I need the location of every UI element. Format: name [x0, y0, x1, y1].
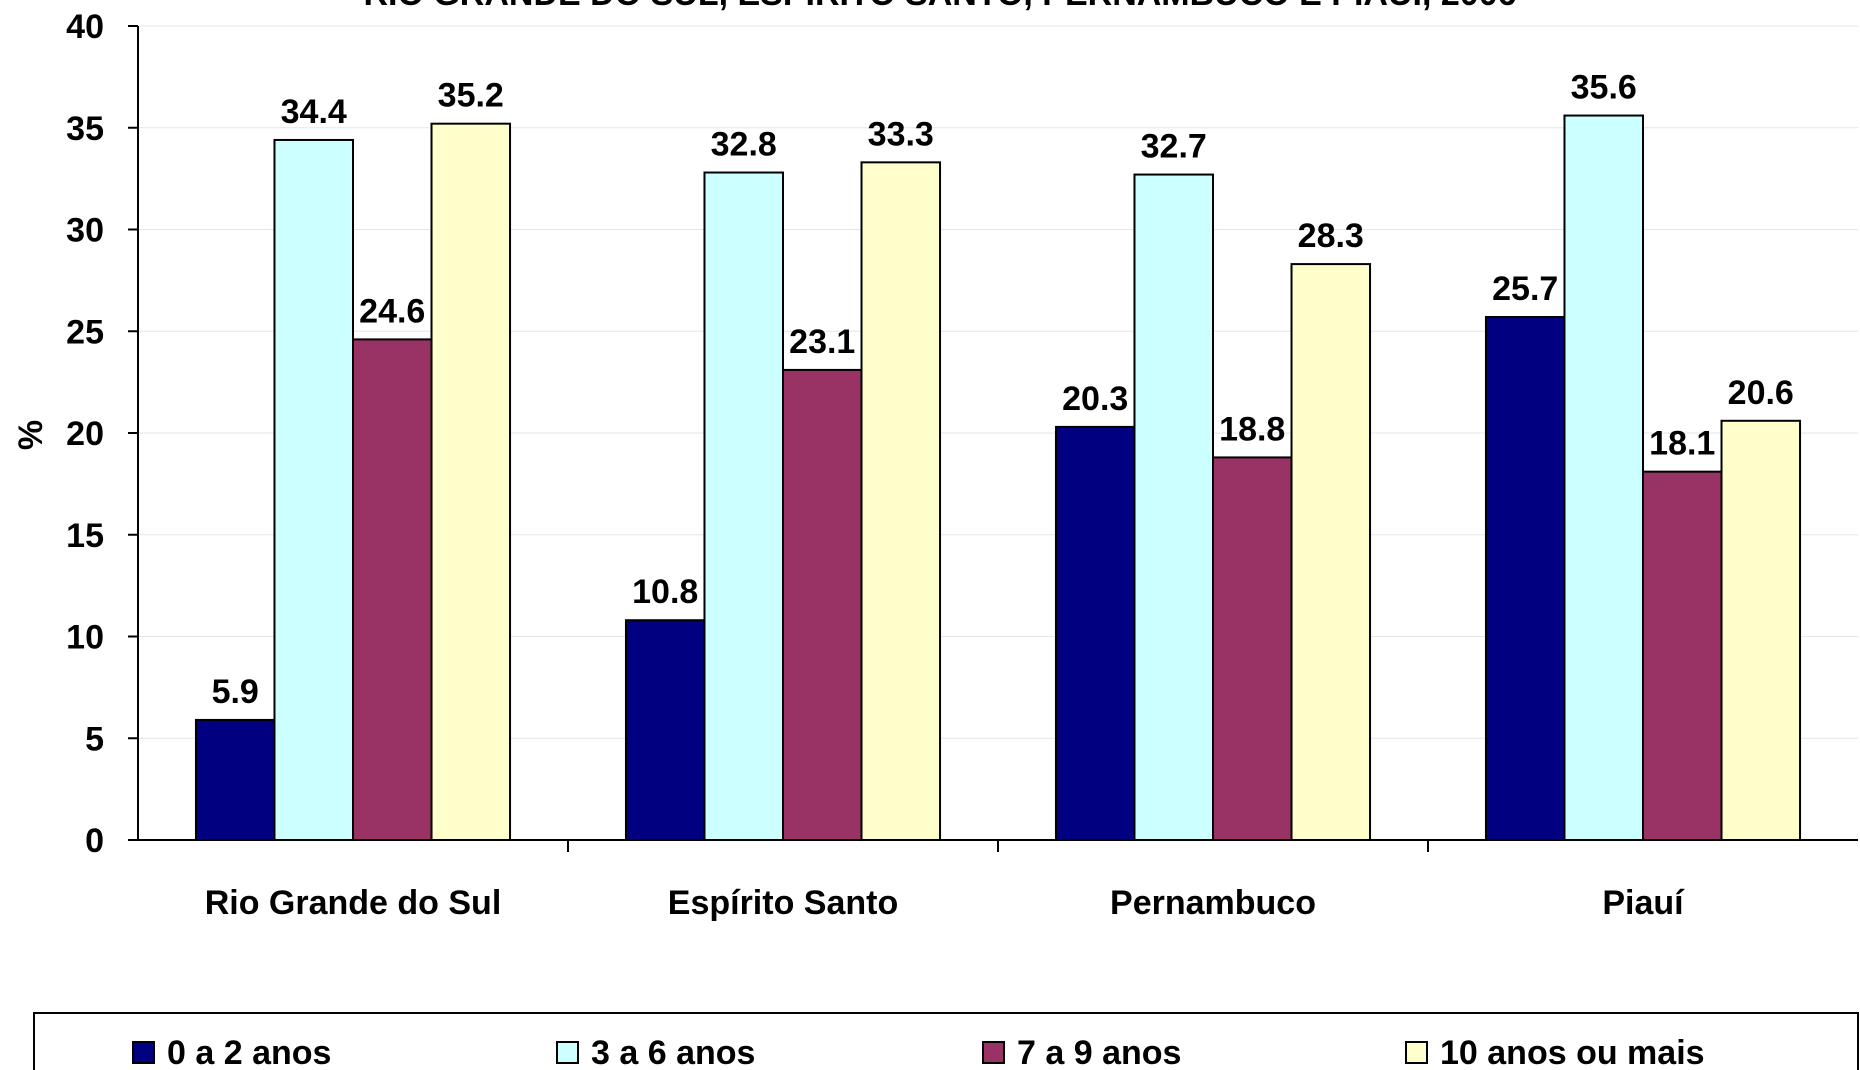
legend-box [33, 1012, 1859, 1070]
legend-label: 10 anos ou mais [1440, 1034, 1705, 1070]
legend-items: 0 a 2 anos 3 a 6 anos 7 a 9 anos 10 anos ou… [132, 1034, 1705, 1070]
axes: 0 5 10 15 20 25 30 35 40 Rio Grande do Sul Espírit… [66, 8, 1858, 922]
data-label: 23.1 [789, 323, 855, 361]
y-tick-label: 35 [66, 110, 104, 148]
y-tick-label: 15 [66, 517, 104, 555]
bar [782, 368, 863, 841]
bar [194, 718, 276, 841]
bar [1290, 263, 1372, 842]
legend-label: 0 a 2 anos [167, 1034, 331, 1070]
x-tick-label: Espírito Santo [668, 884, 898, 922]
legend: 0 a 2 anos 3 a 6 anos 7 a 9 anos 10 anos ou… [33, 1012, 1859, 1070]
y-tick-label: 40 [66, 8, 104, 46]
data-label: 35.6 [1571, 69, 1637, 107]
y-tick-label: 30 [66, 212, 104, 250]
chart-title: RIO GRANDE DO SUL, ESPÍRITO SANTO, PERNA… [363, 0, 1516, 13]
legend-swatch [132, 1041, 155, 1064]
bar [430, 122, 512, 842]
data-label: 32.8 [711, 126, 777, 164]
legend-label: 3 a 6 anos [591, 1034, 755, 1070]
data-label: 32.7 [1141, 128, 1207, 166]
y-tick-label: 5 [85, 720, 104, 758]
y-tick-label: 25 [66, 313, 104, 351]
bar [273, 138, 354, 841]
bar [352, 338, 433, 841]
bars: 5.9 34.4 24.6 35.2 10.8 32.8 23.1 33.3 20.3 32.7 1… [194, 69, 1802, 842]
data-label: 25.7 [1492, 270, 1558, 308]
data-label: 34.4 [281, 93, 347, 131]
bar [1720, 419, 1802, 841]
legend-swatch [1405, 1041, 1428, 1064]
y-tick-label: 20 [66, 415, 104, 453]
y-tick-label: 10 [66, 619, 104, 657]
bar [1212, 456, 1293, 841]
data-label: 18.8 [1219, 410, 1285, 448]
bar [1133, 173, 1215, 841]
data-label: 35.2 [438, 77, 504, 115]
data-label: 10.8 [632, 573, 698, 611]
bar [703, 171, 784, 841]
y-axis-label: % [12, 420, 50, 450]
legend-label: 7 a 9 anos [1017, 1034, 1181, 1070]
bar [1563, 114, 1645, 842]
bar [860, 161, 942, 842]
data-label: 20.3 [1062, 380, 1128, 418]
bar [624, 619, 706, 841]
data-label: 18.1 [1649, 425, 1715, 463]
bar [1484, 316, 1566, 841]
data-label: 24.6 [359, 292, 425, 330]
bar [1642, 470, 1723, 841]
x-tick-label: Pernambuco [1110, 884, 1316, 922]
x-tick-label: Piauí [1602, 884, 1685, 922]
data-label: 28.3 [1298, 217, 1364, 255]
legend-swatch [982, 1041, 1005, 1064]
data-label: 20.6 [1728, 374, 1794, 412]
bar [1054, 425, 1136, 841]
legend-swatch [556, 1041, 579, 1064]
x-tick-label: Rio Grande do Sul [205, 884, 502, 922]
data-label: 33.3 [868, 115, 934, 153]
data-label: 5.9 [212, 673, 259, 711]
y-tick-label: 0 [85, 822, 104, 860]
